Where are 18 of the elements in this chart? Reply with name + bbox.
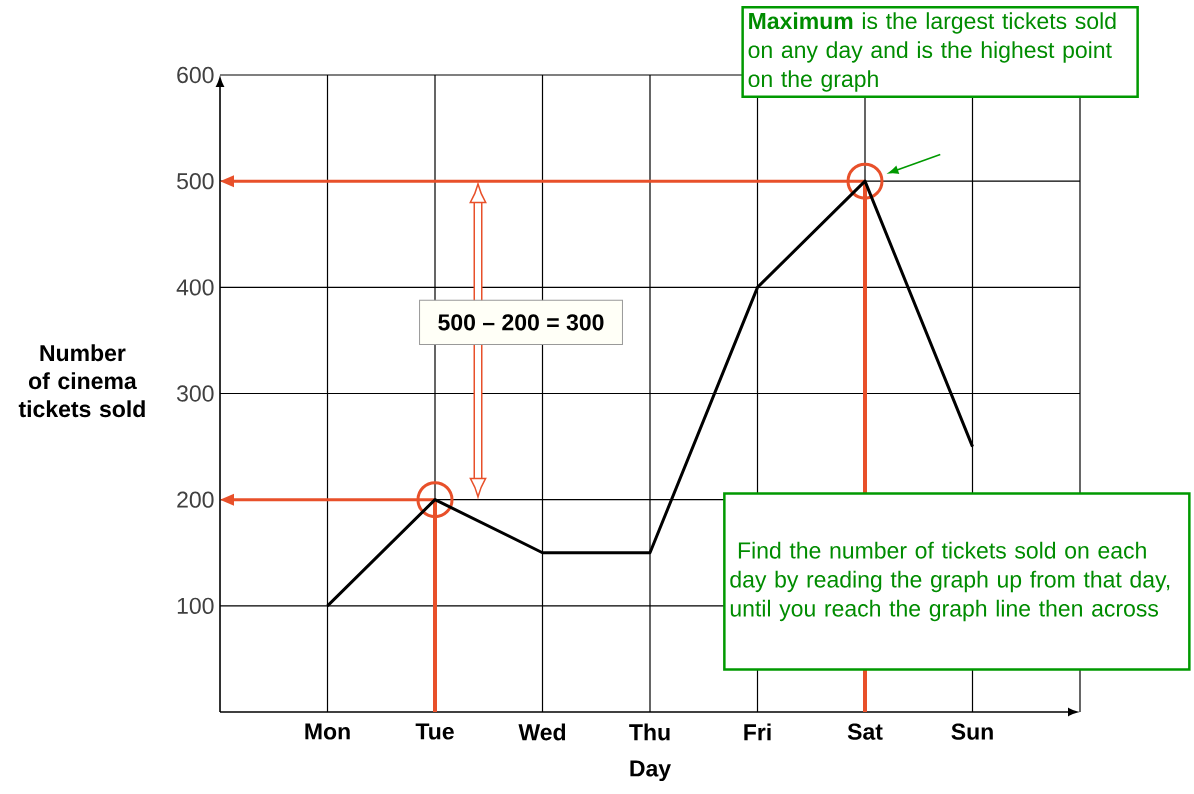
- x-tick-label: Tue: [415, 723, 454, 740]
- x-axis-title: Day: [630, 760, 671, 782]
- y-tick-label: 600: [177, 66, 214, 84]
- annotation: 500 – 200 = 300: [438, 314, 604, 331]
- x-tick-label: Sat: [847, 723, 883, 740]
- y-tick-label: 200: [177, 491, 214, 508]
- y-tick-label: 500: [177, 173, 214, 190]
- x-tick-label: Sun: [951, 723, 993, 740]
- y-tick-label: 300: [176, 385, 214, 402]
- y-tick-label: 100: [177, 597, 214, 614]
- x-tick-label: Fri: [744, 723, 771, 741]
- y-axis-title: Number of cinema tickets sold: [18, 344, 145, 418]
- x-tick-label: Mon: [305, 723, 350, 740]
- y-tick-label: 400: [176, 279, 214, 296]
- x-tick-label: Wed: [518, 723, 566, 741]
- x-tick-label: Thu: [629, 723, 670, 741]
- annotation: Maximum is the largest tickets sold on any day and is the highest point on the graph: [748, 12, 1116, 92]
- annotation: Find the number of tickets sold on each day by reading the graph up from that day, until you reach the graph line then across: [730, 541, 1170, 622]
